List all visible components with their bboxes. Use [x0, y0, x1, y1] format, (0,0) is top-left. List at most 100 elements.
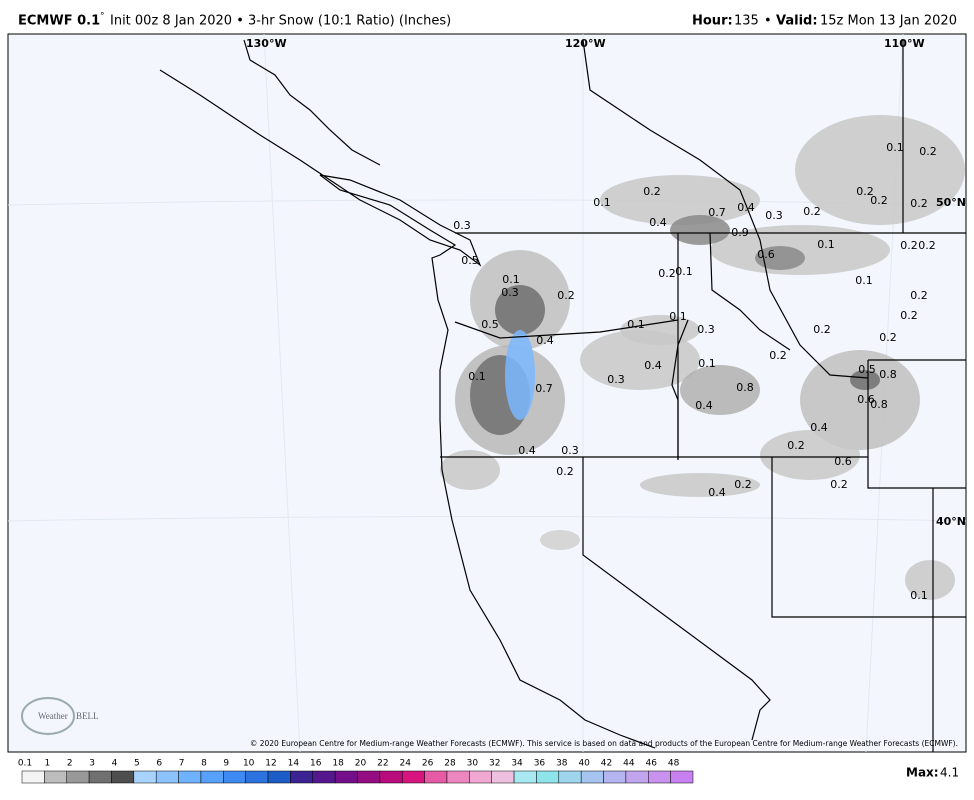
spot-value: 0.5 [461, 254, 479, 267]
snow-shading [440, 115, 965, 600]
spot-value: 0.2 [900, 239, 918, 252]
scale-swatch [245, 770, 269, 784]
snow-area [505, 330, 535, 420]
snow-area [670, 215, 730, 245]
scale-label: 9 [223, 759, 229, 769]
scale-swatch [334, 770, 358, 784]
scale-swatch [66, 770, 90, 784]
snow-area [495, 285, 545, 335]
lon-label: 120°W [565, 37, 606, 50]
valid: 15z Mon 13 Jan 2020 [820, 14, 957, 29]
scale-swatch [290, 770, 314, 784]
scale-label: 28 [444, 759, 456, 769]
scale-label: 44 [623, 759, 635, 769]
snow-area [760, 430, 860, 480]
degree: ° [100, 12, 105, 22]
spot-value: 0.1 [886, 141, 904, 154]
spot-value: 0.3 [765, 209, 783, 222]
scale-swatch [111, 770, 135, 784]
scale-label: 6 [156, 759, 162, 769]
lon-label: 130°W [246, 37, 287, 50]
spot-value: 0.1 [669, 310, 687, 323]
scale-label: 38 [556, 759, 568, 769]
spot-value: 0.1 [468, 370, 486, 383]
logo-text: Weather [38, 711, 68, 721]
header: ECMWF 0.1 ° Init 00z 8 Jan 2020 • 3-hr S… [18, 12, 957, 29]
scale-swatch [670, 770, 694, 784]
spot-value: 0.6 [834, 455, 852, 468]
spot-value: 0.8 [879, 368, 897, 381]
spot-value: 0.4 [518, 444, 536, 457]
spot-value: 0.1 [910, 589, 928, 602]
scale-label: 10 [243, 759, 255, 769]
spot-value: 0.6 [857, 393, 875, 406]
color-scale: 0.1 1 2 3 4 5 6 7 8 9 10 12 14 16 18 20 22 24 26 28 30 32 34 36… [18, 759, 694, 784]
spot-value: 0.4 [536, 334, 554, 347]
max-label: Max: [906, 766, 939, 780]
scale-label: 32 [489, 759, 500, 769]
scale-label: 7 [179, 759, 185, 769]
spot-value: 0.2 [910, 197, 928, 210]
scale-swatch [312, 770, 336, 784]
scale-label: 48 [668, 759, 680, 769]
spot-value: 0.2 [556, 465, 574, 478]
scale-label: 42 [601, 759, 612, 769]
spot-value: 0.4 [644, 359, 662, 372]
scale-swatch [401, 770, 425, 784]
scale-swatch [223, 770, 246, 784]
scale-label: 8 [201, 759, 207, 769]
max-value: 4.1 [940, 766, 959, 780]
spot-value: 0.2 [918, 239, 936, 252]
scale-label: 3 [89, 759, 95, 769]
hour-label: Hour: [692, 14, 733, 29]
scale-label: 46 [646, 759, 658, 769]
spot-value: 0.2 [856, 185, 874, 198]
scale-swatch [133, 770, 157, 784]
scale-swatch [603, 770, 627, 784]
spot-value: 0.1 [593, 196, 611, 209]
spot-value: 0.1 [627, 318, 645, 331]
snow-area [640, 473, 760, 497]
scale-swatch [625, 770, 649, 784]
borders [159, 39, 966, 752]
scale-label: 4 [112, 759, 118, 769]
spot-values: 0.10.20.40.7 0.40.3 0.20.20.20.1 0.20.20.90… [453, 141, 937, 602]
scale-swatch [446, 770, 470, 784]
valid-label: Valid: [776, 14, 818, 29]
scale-swatch [88, 770, 112, 784]
spot-value: 0.3 [501, 286, 519, 299]
spot-value: 0.3 [697, 323, 715, 336]
scale-label: 1 [44, 759, 50, 769]
scale-label: 36 [534, 759, 546, 769]
grid-labels: 130°W 120°W 110°W 50°N 40°N [246, 37, 966, 528]
model: ECMWF 0.1 [18, 14, 100, 29]
snow-area [540, 530, 580, 550]
separator: • [764, 14, 772, 29]
scale-label: 40 [578, 759, 590, 769]
scale-label: 34 [511, 759, 523, 769]
scale-label: 22 [377, 759, 388, 769]
spot-value: 0.6 [757, 248, 775, 261]
spot-value: 0.1 [675, 265, 693, 278]
scale-swatch [580, 770, 604, 784]
scale-label: 20 [355, 759, 367, 769]
scale-swatch [469, 770, 492, 784]
spot-value: 0.2 [658, 267, 676, 280]
spot-value: 0.2 [910, 289, 928, 302]
spot-value: 0.2 [900, 309, 918, 322]
logo-text: BELL [76, 711, 99, 721]
snow-area [905, 560, 955, 600]
spot-value: 0.8 [736, 381, 754, 394]
spot-value: 0.2 [919, 145, 937, 158]
scale-label: 16 [310, 759, 322, 769]
snow-area [680, 365, 760, 415]
spot-value: 0.2 [734, 478, 752, 491]
snow-area [795, 115, 965, 225]
scale-swatch [536, 770, 560, 784]
scale-swatch [44, 770, 67, 784]
spot-value: 0.2 [870, 194, 888, 207]
title: Init 00z 8 Jan 2020 • 3-hr Snow (10:1 Ra… [110, 14, 451, 29]
spot-value: 0.1 [698, 357, 716, 370]
scale-swatch [155, 770, 179, 784]
